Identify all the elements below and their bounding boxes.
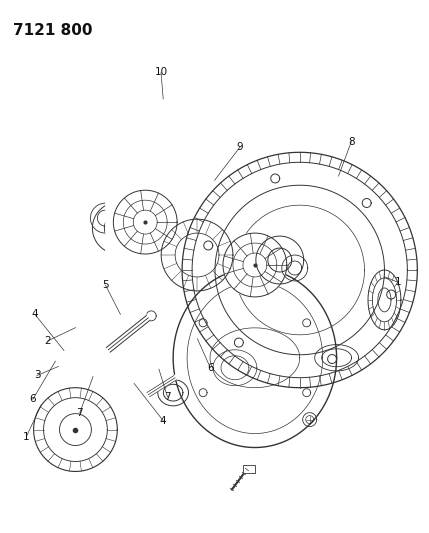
Text: 6: 6 <box>30 394 36 405</box>
Text: 4: 4 <box>32 309 38 319</box>
Text: 4: 4 <box>160 416 166 426</box>
Polygon shape <box>113 190 177 254</box>
Text: 6: 6 <box>207 362 214 373</box>
Polygon shape <box>173 268 337 448</box>
Polygon shape <box>243 465 255 473</box>
Text: 8: 8 <box>348 136 355 147</box>
Text: 7121 800: 7121 800 <box>13 22 92 38</box>
Text: 3: 3 <box>34 370 40 381</box>
Text: 1: 1 <box>23 432 30 442</box>
Text: 9: 9 <box>237 142 244 152</box>
Text: 10: 10 <box>154 68 168 77</box>
Text: 1: 1 <box>395 278 402 287</box>
Text: 7: 7 <box>164 392 171 402</box>
Text: 5: 5 <box>102 280 109 290</box>
Text: 2: 2 <box>45 336 51 346</box>
Polygon shape <box>33 387 117 472</box>
Text: 7: 7 <box>76 408 83 418</box>
Polygon shape <box>223 233 287 297</box>
